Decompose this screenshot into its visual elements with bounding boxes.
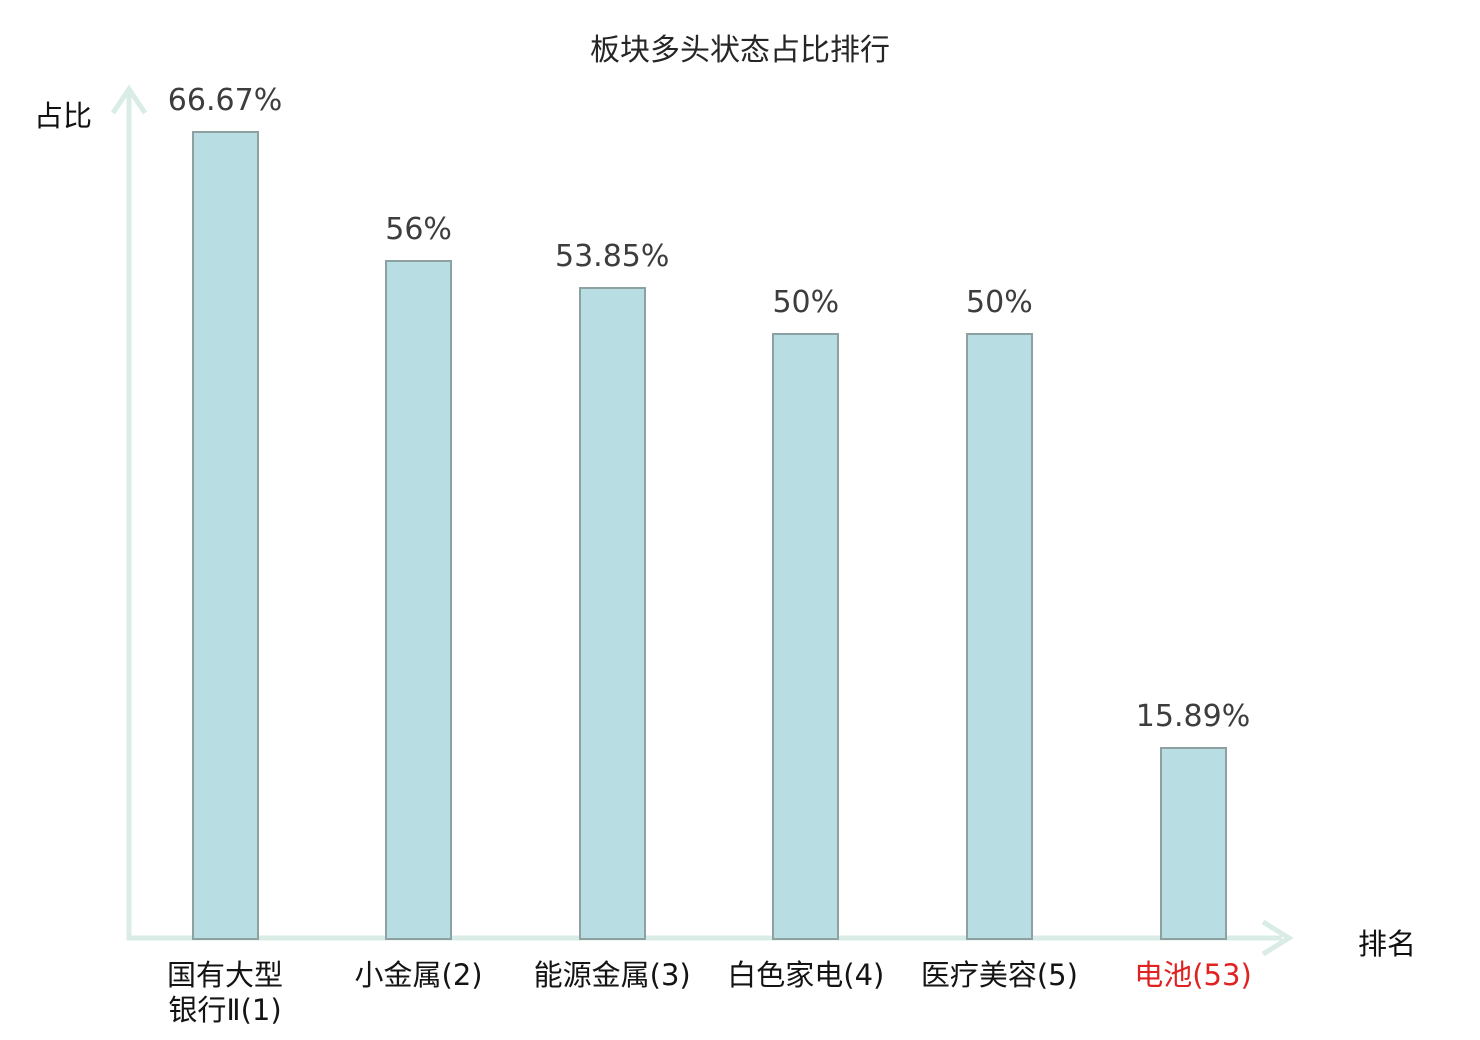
bar-value-label: 50% [966, 285, 1033, 320]
y-axis-arrowhead [110, 84, 148, 115]
category-label: 电池(53) [1134, 958, 1252, 992]
bar [191, 131, 259, 940]
bar [385, 260, 453, 940]
category-label: 小金属(2) [354, 958, 483, 992]
category-label: 白色家电(4) [727, 958, 885, 992]
category-label: 医疗美容(5) [920, 958, 1078, 992]
bar [578, 287, 646, 940]
x-axis-label: 排名 [1358, 927, 1417, 961]
y-axis-label: 占比 [34, 99, 93, 133]
bar-value-label: 50% [772, 285, 840, 320]
axis-lines [126, 94, 1282, 941]
bar [1159, 747, 1227, 940]
bar-value-label: 56% [385, 212, 452, 247]
bar-value-label: 66.67% [167, 83, 283, 118]
bar [772, 333, 840, 940]
bar [965, 333, 1033, 940]
bar-value-label: 53.85% [554, 239, 670, 274]
chart-title: 板块多头状态占比排行 [590, 33, 890, 68]
category-label: 国有大型 银行Ⅱ(1) [166, 958, 284, 1027]
x-axis-arrowhead [1261, 919, 1294, 957]
bar-value-label: 15.89% [1135, 699, 1251, 734]
category-label: 能源金属(3) [533, 958, 691, 992]
